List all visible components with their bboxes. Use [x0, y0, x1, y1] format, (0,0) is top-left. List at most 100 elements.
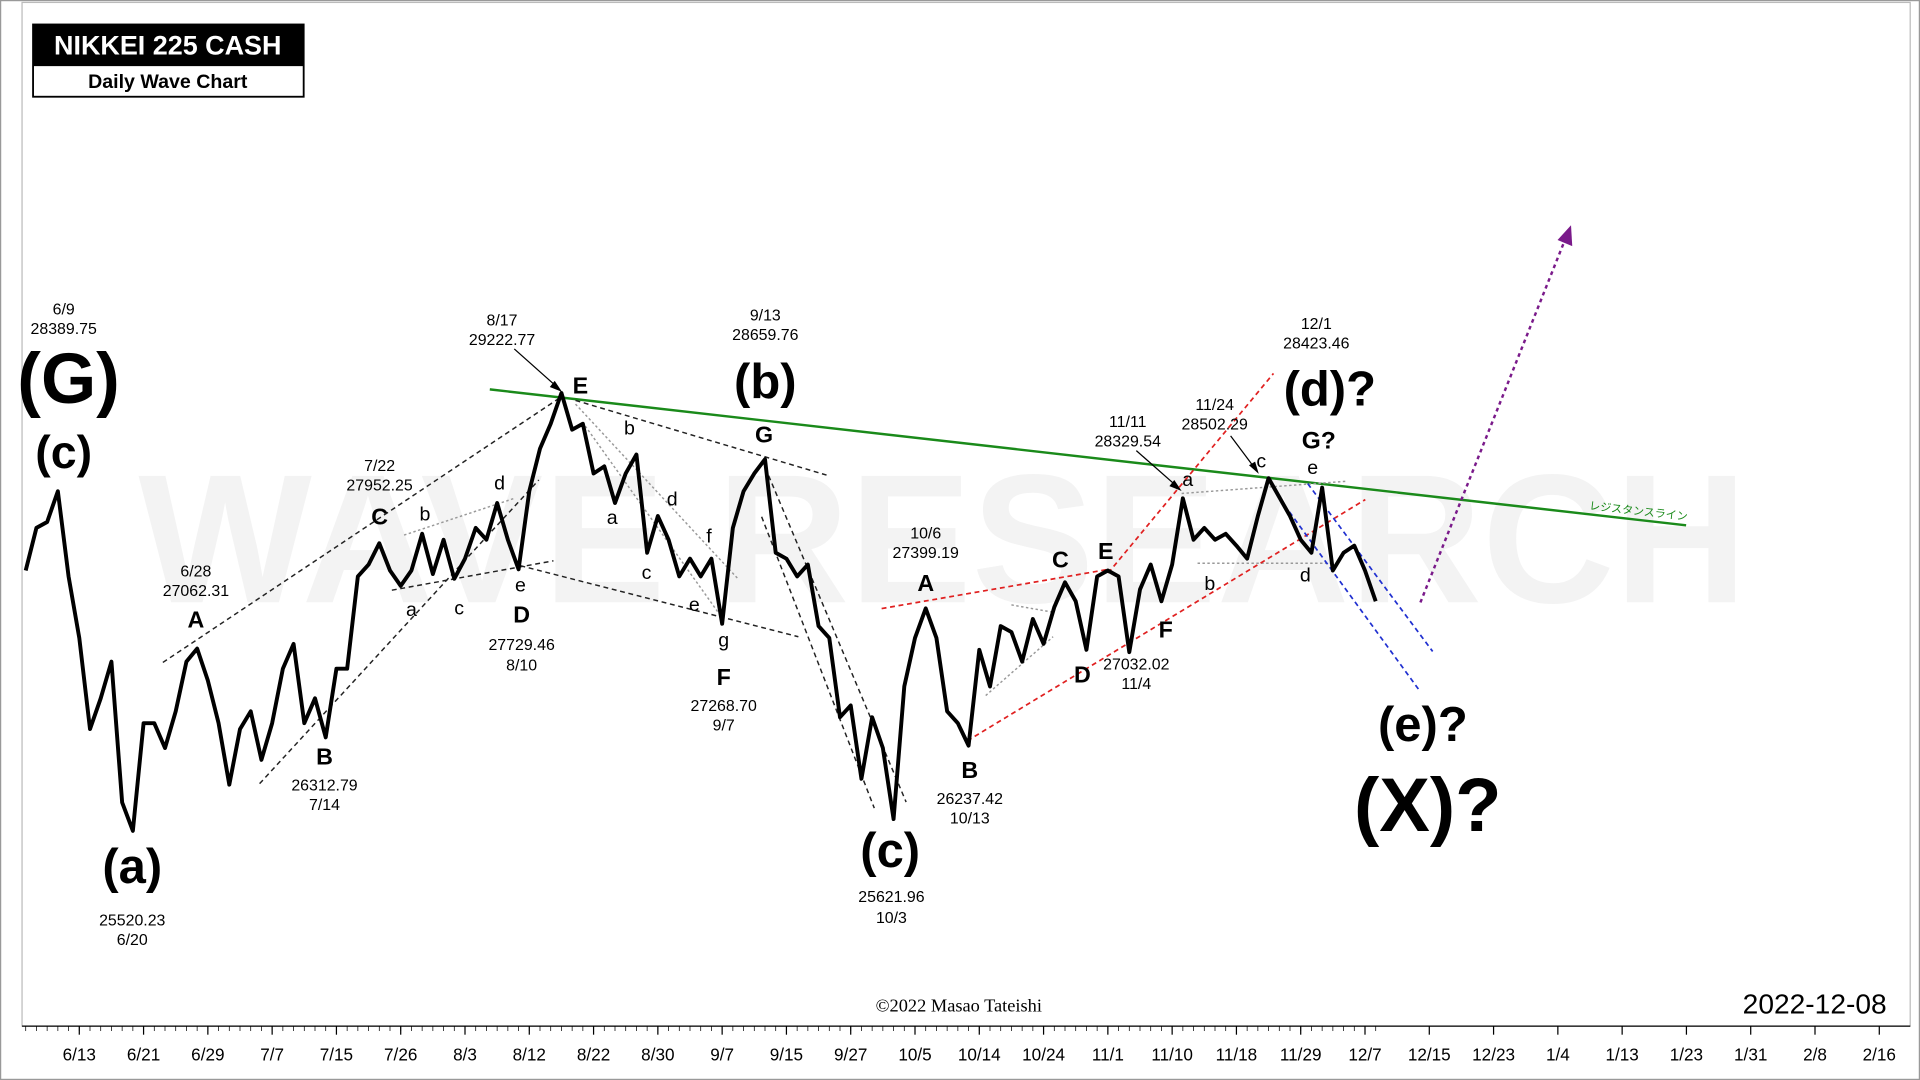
x-tick-label: 6/29	[191, 1044, 224, 1064]
wave-annotation: a	[1182, 469, 1193, 491]
wave-annotation: 10/13	[950, 811, 990, 828]
x-tick-label: 8/12	[513, 1044, 546, 1064]
wave-annotation: D	[513, 602, 530, 628]
wave-annotation: E	[573, 373, 589, 399]
wave-annotation: a	[607, 507, 618, 529]
wave-annotation: 9/7	[713, 718, 735, 735]
x-tick-label: 1/13	[1605, 1044, 1638, 1064]
x-tick-label: 6/21	[127, 1044, 160, 1064]
chart-date: 2022-12-08	[1743, 989, 1887, 1020]
wave-annotation: A	[917, 570, 934, 596]
x-tick-label: 8/30	[641, 1044, 674, 1064]
wave-annotation: C	[371, 504, 388, 530]
x-tick-label: 10/24	[1022, 1044, 1065, 1064]
wave-annotation: B	[316, 744, 333, 770]
wave-annotation: 28329.54	[1095, 434, 1161, 451]
blue-channels	[1288, 483, 1434, 693]
resistance-line	[489, 388, 1687, 527]
wave-annotation: 27399.19	[893, 545, 959, 562]
wave-annotation: (a)	[102, 840, 162, 894]
wave-annotation: c	[1256, 451, 1266, 473]
wave-annotation: 11/11	[1109, 414, 1147, 431]
wave-annotation: (c)	[35, 426, 92, 478]
wave-annotation: 6/9	[53, 301, 75, 318]
x-tick-label: 2/16	[1863, 1044, 1896, 1064]
x-tick-label: 9/15	[770, 1044, 803, 1064]
x-tick-label: 10/14	[958, 1044, 1001, 1064]
wave-annotation: g	[718, 629, 729, 651]
wave-annotation: 25520.23	[99, 912, 165, 929]
wave-annotation: G	[755, 422, 773, 448]
wave-annotation: 7/22	[364, 458, 395, 475]
wave-annotation: c	[454, 598, 464, 620]
wave-annotation: (c)	[860, 824, 920, 878]
wave-annotation: D	[1074, 662, 1091, 688]
wave-annotation: 26237.42	[937, 791, 1003, 808]
x-tick-label: 1/23	[1670, 1044, 1703, 1064]
wave-annotation: 27952.25	[346, 478, 412, 495]
arrow-head	[1557, 225, 1573, 247]
wave-annotation: 8/10	[506, 658, 537, 675]
wave-annotation: 10/3	[876, 910, 907, 927]
price-line	[23, 391, 1378, 833]
wave-annotation: 28423.46	[1283, 336, 1349, 353]
wave-annotation: (d)?	[1284, 362, 1376, 416]
pointer-heads	[549, 380, 1259, 492]
wave-annotation: d	[667, 489, 678, 511]
x-tick-label: 11/1	[1092, 1044, 1124, 1064]
chart-title: NIKKEI 225 CASH	[54, 30, 281, 60]
wave-annotation: 29222.77	[469, 332, 535, 349]
wave-annotation: B	[961, 757, 978, 783]
wave-annotation: b	[624, 418, 635, 440]
wave-annotation: G?	[1302, 427, 1336, 454]
x-tick-label: 7/15	[320, 1044, 353, 1064]
wave-annotation: c	[642, 562, 652, 584]
x-tick-label: 12/23	[1472, 1044, 1515, 1064]
trend-lines	[162, 225, 1687, 809]
wave-annotation: 9/13	[750, 307, 781, 324]
wave-annotation: 27062.31	[163, 583, 229, 600]
wave-annotation: F	[1159, 616, 1173, 642]
x-tick-label: 8/22	[577, 1044, 610, 1064]
x-tick-label: 10/5	[898, 1044, 931, 1064]
wave-annotation: f	[706, 525, 712, 547]
x-tick-label: 7/26	[384, 1044, 417, 1064]
gray-channels	[403, 403, 1347, 697]
wave-annotation: d	[494, 473, 505, 495]
projection-arrow	[1419, 239, 1567, 603]
title-band	[33, 24, 304, 67]
x-tick-label: 9/27	[834, 1044, 867, 1064]
wave-annotation: 28502.29	[1182, 416, 1248, 433]
wave-annotation: C	[1052, 547, 1069, 573]
x-tick-label: 8/3	[453, 1044, 477, 1064]
chart-subtitle: Daily Wave Chart	[88, 71, 248, 93]
wave-annotation: 6/20	[117, 932, 148, 949]
wave-annotation: b	[419, 503, 430, 525]
x-tick-label: 6/13	[63, 1044, 96, 1064]
x-tick-label: 7/7	[260, 1044, 284, 1064]
watermark: WAVE RESEARCH	[138, 436, 1747, 641]
wave-annotation: 27032.02	[1103, 656, 1169, 673]
wave-annotation: (e)?	[1378, 698, 1468, 752]
x-tick-label: 11/18	[1216, 1044, 1258, 1064]
wave-annotation: F	[717, 664, 731, 690]
x-tick-label: 1/4	[1546, 1044, 1570, 1064]
wave-annotation: 27729.46	[488, 637, 554, 654]
wave-annotation: e	[515, 574, 526, 596]
x-tick-label: 12/7	[1348, 1044, 1381, 1064]
wave-annotation: 8/17	[487, 312, 518, 329]
wave-annotation: A	[188, 607, 205, 633]
wave-annotation: (G)	[17, 340, 120, 419]
wave-annotation: d	[1300, 565, 1311, 587]
x-tick-label: 2/8	[1803, 1044, 1827, 1064]
wave-annotation: 11/4	[1121, 676, 1151, 693]
wave-annotation: 28389.75	[31, 321, 97, 338]
wave-annotation: 28659.76	[732, 327, 798, 344]
x-tick-label: 1/31	[1734, 1044, 1767, 1064]
x-tick-label: 11/29	[1280, 1044, 1322, 1064]
x-tick-label: 9/7	[710, 1044, 734, 1064]
wave-annotation: 7/14	[309, 797, 340, 814]
wave-annotation: (b)	[734, 355, 797, 409]
